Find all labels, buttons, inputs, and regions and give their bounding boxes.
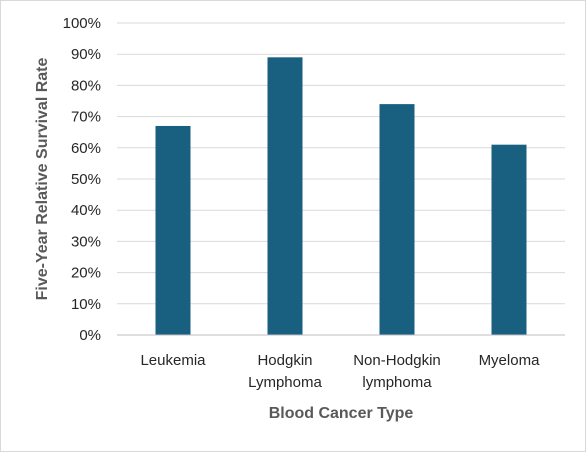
y-tick-label: 50% — [71, 171, 101, 188]
y-axis-title: Five-Year Relative Survival Rate — [34, 58, 51, 301]
gridlines — [117, 22, 565, 305]
bar — [379, 104, 415, 336]
y-tick-label: 90% — [71, 46, 101, 63]
x-tick-label: Myeloma — [479, 352, 541, 369]
bar — [491, 144, 527, 335]
x-tick-label: Leukemia — [140, 352, 206, 369]
y-tick-label: 20% — [71, 265, 101, 282]
bar — [267, 57, 303, 335]
y-tick-label: 0% — [79, 327, 101, 344]
x-tick-labels: Leukemia Hodgkin Lymphoma Non-Hodgkin lympho… — [140, 352, 540, 391]
y-tick-labels: 0% 10% 20% 30% 40% 50% 60% 70% 80% 90% 100% — [63, 15, 101, 344]
x-axis-title: Blood Cancer Type — [269, 405, 414, 422]
y-tick-label: 100% — [63, 15, 101, 32]
x-tick-label: Hodgkin Lymphoma — [248, 352, 322, 391]
y-tick-label: 30% — [71, 233, 101, 250]
y-tick-label: 40% — [71, 202, 101, 219]
bar — [155, 125, 191, 336]
y-tick-label: 60% — [71, 140, 101, 157]
bars — [155, 57, 527, 336]
y-tick-label: 80% — [71, 77, 101, 94]
y-tick-label: 70% — [71, 109, 101, 126]
x-tick-label: Non-Hodgkin lymphoma — [353, 352, 441, 391]
y-tick-label: 10% — [71, 296, 101, 313]
